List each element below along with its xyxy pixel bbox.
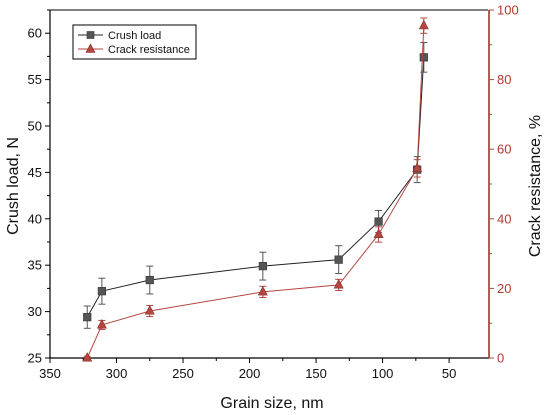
legend-box xyxy=(72,24,197,60)
left-y-tick-label: 50 xyxy=(28,119,42,134)
x-tick-label: 250 xyxy=(172,366,194,381)
data-point-triangle xyxy=(82,352,93,362)
right-y-tick-label: 80 xyxy=(497,72,511,87)
data-point-square xyxy=(145,275,154,285)
data-point-triangle xyxy=(373,228,384,238)
data-point-triangle xyxy=(412,162,423,172)
data-point-square xyxy=(97,287,106,296)
left-y-tick-label: 55 xyxy=(28,72,42,87)
x-tick-label: 300 xyxy=(106,366,128,381)
right-y-tick-label: 20 xyxy=(497,281,511,296)
data-point-triangle xyxy=(144,305,155,315)
legend-label: Crack resistance xyxy=(108,44,190,56)
data-point-square xyxy=(258,262,267,271)
left-y-tick-label: 60 xyxy=(28,26,42,41)
series-line xyxy=(86,25,425,359)
series-crush-load xyxy=(83,41,428,329)
legend-marker-triangle xyxy=(85,43,96,53)
right-y-tick-label: 40 xyxy=(497,211,511,226)
right-y-tick-label: 0 xyxy=(497,351,504,366)
data-point-square xyxy=(374,217,383,226)
left-y-tick-label: 45 xyxy=(28,165,42,180)
right-y-axis-ticks: 0 20 40 60 80 100 xyxy=(489,3,519,366)
series-layer xyxy=(82,17,429,362)
data-point-triangle xyxy=(257,285,268,296)
data-point-square xyxy=(334,255,343,264)
left-y-tick-label: 40 xyxy=(28,211,42,226)
legend-marker-square xyxy=(86,31,95,39)
x-tick-label: 200 xyxy=(239,366,261,381)
x-tick-label: 350 xyxy=(39,366,61,381)
left-y-tick-label: 35 xyxy=(28,258,42,273)
x-tick-label: 50 xyxy=(442,366,456,381)
legend-label: Crush load xyxy=(108,30,161,42)
right-y-tick-label: 100 xyxy=(497,3,519,18)
left-y-axis-title: Crush load, N xyxy=(5,137,22,235)
series-line xyxy=(86,57,425,318)
left-y-axis-ticks: 25 30 35 40 45 50 55 60 xyxy=(28,9,50,366)
data-point-square xyxy=(83,313,92,322)
x-axis-ticks: 350 300 250 200 150 100 50 xyxy=(39,358,456,381)
right-y-tick-label: 60 xyxy=(497,142,511,157)
data-point-triangle xyxy=(333,279,344,289)
left-y-tick-label: 25 xyxy=(28,351,42,366)
series-crack-resistance xyxy=(82,17,429,362)
legend: Crush load Crack resistance xyxy=(72,24,197,60)
x-tick-label: 150 xyxy=(305,366,327,381)
data-point-triangle xyxy=(418,19,429,30)
right-y-axis-title: Crack resistance, % xyxy=(527,115,544,257)
data-point-triangle xyxy=(96,319,107,329)
x-axis-title: Grain size, nm xyxy=(220,395,323,412)
left-y-tick-label: 30 xyxy=(28,304,42,319)
data-point-square xyxy=(419,53,428,62)
x-tick-label: 100 xyxy=(372,366,394,381)
